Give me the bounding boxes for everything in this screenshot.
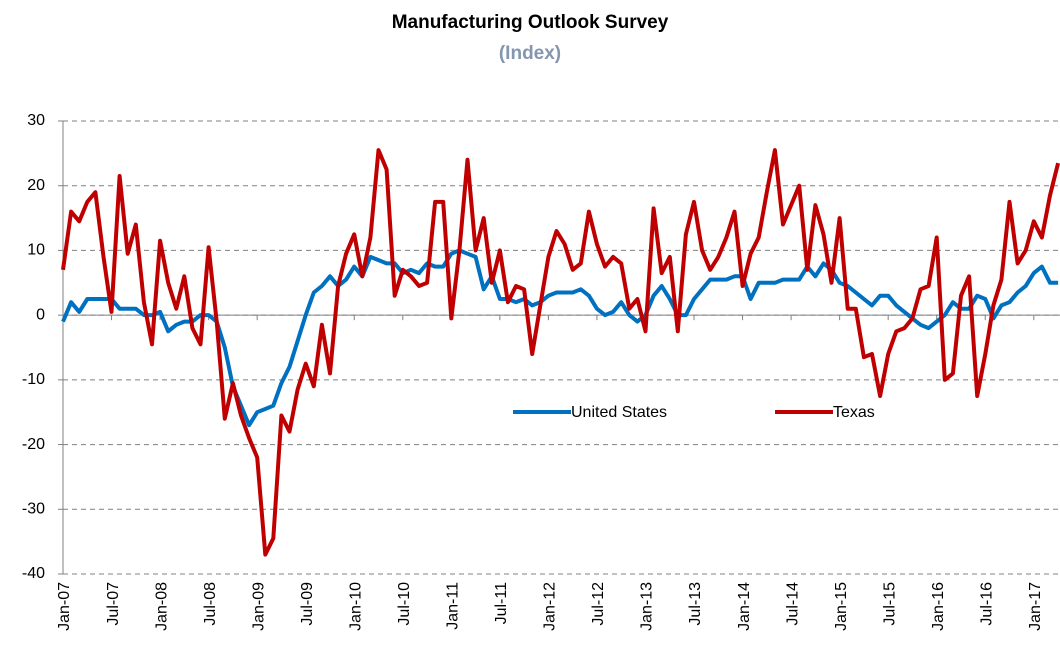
series-line <box>61 148 1060 557</box>
x-tick-label: Jan-14 <box>736 582 753 631</box>
y-tick-label: 0 <box>36 306 45 323</box>
x-tick-label: Jul-07 <box>105 582 122 626</box>
x-tick-label: Jan-15 <box>833 582 850 631</box>
x-tick-label: Jan-13 <box>639 582 656 631</box>
y-tick-label: -10 <box>22 371 45 388</box>
x-tick-label: Jul-14 <box>784 582 801 626</box>
legend-label: United States <box>571 404 667 421</box>
y-tick-label: -30 <box>22 501 45 518</box>
x-tick-label: Jan-09 <box>250 582 267 631</box>
y-tick-label: -20 <box>22 436 45 453</box>
x-tick-label: Jan-10 <box>347 582 364 631</box>
x-tick-label: Jul-15 <box>881 582 898 626</box>
x-tick-label: Jan-11 <box>445 582 462 630</box>
x-tick-label: Jan-17 <box>1027 582 1044 631</box>
legend-label: Texas <box>833 404 875 421</box>
y-tick-label: -40 <box>22 565 45 582</box>
x-tick-label: Jul-16 <box>978 582 995 626</box>
chart-title: Manufacturing Outlook Survey <box>392 12 669 33</box>
y-tick-label: 20 <box>27 177 45 194</box>
y-tick-label: 30 <box>27 112 45 129</box>
x-tick-label: Jul-08 <box>202 582 219 626</box>
x-tick-label: Jan-07 <box>56 582 73 631</box>
x-tick-label: Jul-11 <box>493 582 510 624</box>
x-tick-label: Jul-09 <box>299 582 316 626</box>
y-tick-label: 10 <box>27 242 45 259</box>
x-tick-label: Jan-16 <box>930 582 947 631</box>
x-tick-label: Jul-12 <box>590 582 607 626</box>
x-tick-label: Jul-10 <box>396 582 413 626</box>
series-line <box>61 248 1059 428</box>
x-tick-label: Jan-08 <box>153 582 170 631</box>
x-tick-label: Jul-13 <box>687 582 704 626</box>
x-tick-label: Jan-12 <box>542 582 559 631</box>
chart-subtitle: (Index) <box>499 43 561 64</box>
